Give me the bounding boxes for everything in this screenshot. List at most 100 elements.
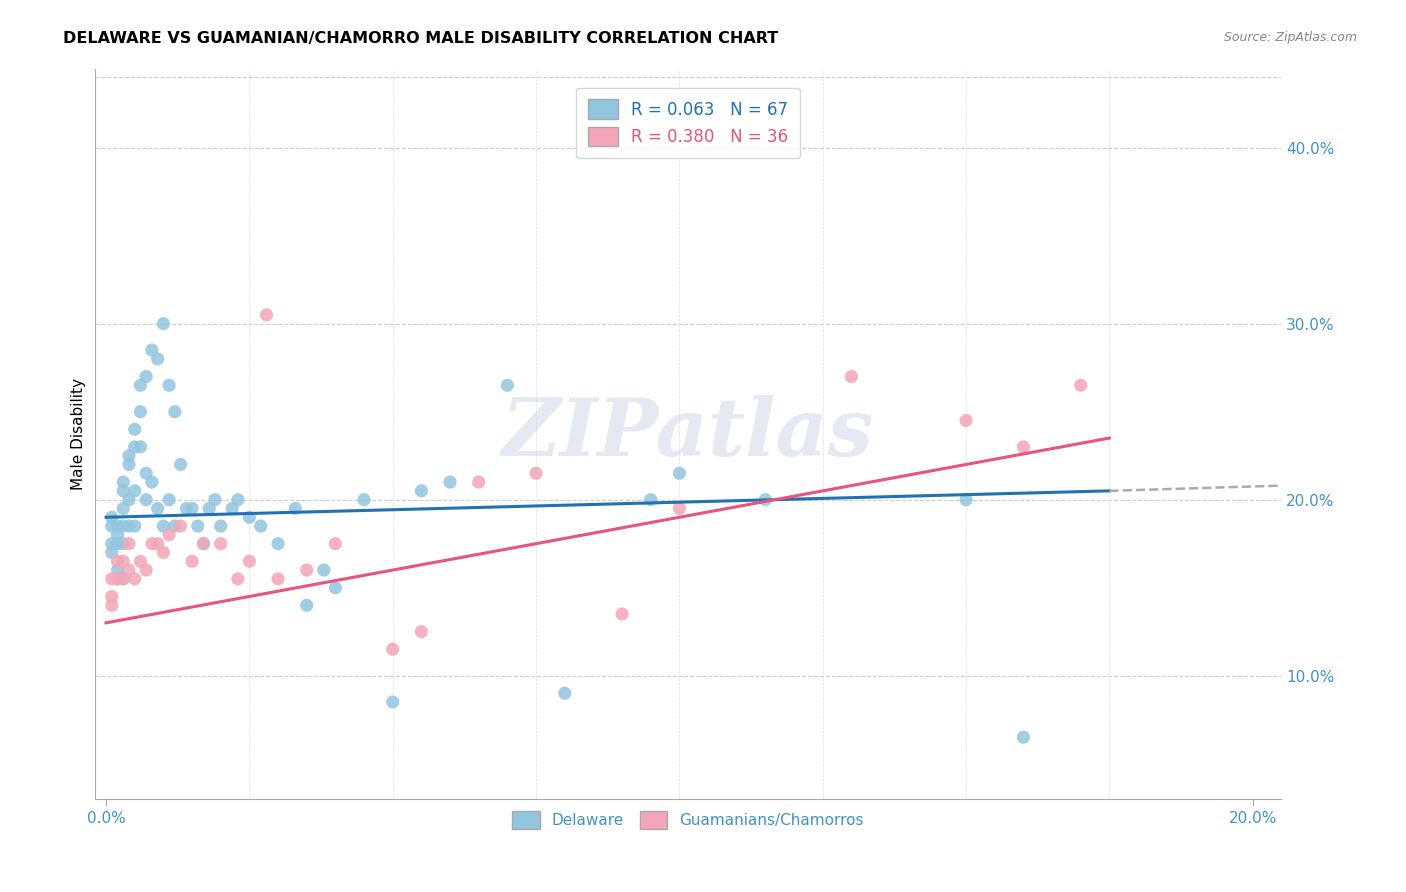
Point — [163, 405, 186, 419]
Point — [157, 378, 180, 392]
Point — [141, 475, 163, 489]
Point — [955, 413, 977, 427]
Point — [312, 563, 335, 577]
Text: Source: ZipAtlas.com: Source: ZipAtlas.com — [1223, 31, 1357, 45]
Point — [209, 536, 232, 550]
Point — [325, 536, 347, 550]
Point — [169, 458, 191, 472]
Point — [124, 483, 146, 498]
Point — [146, 351, 169, 366]
Point — [496, 378, 519, 392]
Text: DELAWARE VS GUAMANIAN/CHAMORRO MALE DISABILITY CORRELATION CHART: DELAWARE VS GUAMANIAN/CHAMORRO MALE DISA… — [63, 31, 779, 46]
Point — [135, 467, 157, 481]
Point — [193, 536, 215, 550]
Point — [411, 483, 433, 498]
Point — [1070, 378, 1092, 392]
Point — [284, 501, 307, 516]
Point — [112, 536, 135, 550]
Point — [100, 599, 122, 613]
Point — [1012, 730, 1035, 744]
Point — [129, 554, 152, 568]
Point — [267, 572, 290, 586]
Point — [129, 440, 152, 454]
Point — [135, 492, 157, 507]
Point — [118, 536, 141, 550]
Text: ZIPatlas: ZIPatlas — [502, 395, 875, 473]
Point — [152, 519, 174, 533]
Point — [118, 449, 141, 463]
Point — [107, 572, 129, 586]
Point — [135, 369, 157, 384]
Point — [841, 369, 863, 384]
Point — [124, 572, 146, 586]
Point — [467, 475, 489, 489]
Point — [124, 422, 146, 436]
Point — [135, 563, 157, 577]
Point — [1012, 440, 1035, 454]
Point — [112, 483, 135, 498]
Point — [100, 536, 122, 550]
Point — [146, 501, 169, 516]
Point — [100, 519, 122, 533]
Point — [157, 492, 180, 507]
Point — [226, 572, 249, 586]
Point — [112, 519, 135, 533]
Point — [112, 475, 135, 489]
Point — [107, 519, 129, 533]
Point — [129, 405, 152, 419]
Point — [118, 519, 141, 533]
Point — [100, 545, 122, 559]
Point — [238, 510, 260, 524]
Point — [146, 536, 169, 550]
Point — [107, 528, 129, 542]
Point — [226, 492, 249, 507]
Point — [439, 475, 461, 489]
Point — [209, 519, 232, 533]
Point — [554, 686, 576, 700]
Point — [157, 528, 180, 542]
Point — [198, 501, 221, 516]
Point — [524, 467, 547, 481]
Point — [187, 519, 209, 533]
Point — [107, 572, 129, 586]
Point — [668, 467, 690, 481]
Point — [295, 599, 318, 613]
Point — [668, 501, 690, 516]
Point — [353, 492, 375, 507]
Point — [267, 536, 290, 550]
Point — [204, 492, 226, 507]
Point — [118, 458, 141, 472]
Point — [112, 572, 135, 586]
Point — [381, 642, 404, 657]
Point — [325, 581, 347, 595]
Point — [118, 492, 141, 507]
Point — [221, 501, 243, 516]
Point — [107, 536, 129, 550]
Point — [610, 607, 633, 621]
Point — [100, 572, 122, 586]
Point — [238, 554, 260, 568]
Point — [256, 308, 278, 322]
Point — [163, 519, 186, 533]
Point — [100, 510, 122, 524]
Point — [169, 519, 191, 533]
Point — [381, 695, 404, 709]
Point — [295, 563, 318, 577]
Point — [152, 317, 174, 331]
Point — [640, 492, 662, 507]
Point — [411, 624, 433, 639]
Point — [193, 536, 215, 550]
Point — [107, 554, 129, 568]
Point — [250, 519, 273, 533]
Point — [107, 563, 129, 577]
Point — [152, 545, 174, 559]
Point — [100, 590, 122, 604]
Point — [176, 501, 198, 516]
Point — [141, 536, 163, 550]
Legend: Delaware, Guamanians/Chamorros: Delaware, Guamanians/Chamorros — [506, 805, 870, 835]
Point — [124, 440, 146, 454]
Point — [112, 572, 135, 586]
Point — [118, 563, 141, 577]
Point — [955, 492, 977, 507]
Point — [181, 501, 204, 516]
